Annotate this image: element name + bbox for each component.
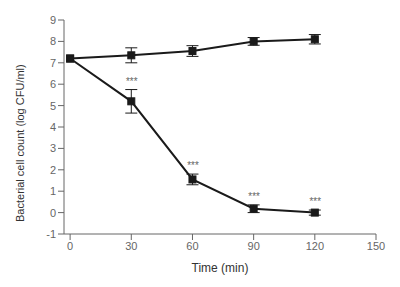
svg-text:9: 9 xyxy=(50,14,56,26)
svg-text:3: 3 xyxy=(50,142,56,154)
svg-text:1: 1 xyxy=(50,185,56,197)
svg-text:7: 7 xyxy=(50,57,56,69)
svg-text:5: 5 xyxy=(50,100,56,112)
svg-text:8: 8 xyxy=(50,35,56,47)
svg-text:30: 30 xyxy=(125,240,137,252)
svg-text:Time (min): Time (min) xyxy=(192,261,249,275)
svg-text:60: 60 xyxy=(186,240,198,252)
svg-text:Bacterial cell count (log CFU/: Bacterial cell count (log CFU/ml) xyxy=(14,64,26,222)
svg-text:-1: -1 xyxy=(46,228,56,240)
svg-text:0: 0 xyxy=(67,240,73,252)
svg-text:0: 0 xyxy=(50,207,56,219)
svg-text:6: 6 xyxy=(50,78,56,90)
svg-text:***: *** xyxy=(125,76,138,87)
svg-text:***: *** xyxy=(187,160,200,171)
svg-text:2: 2 xyxy=(50,164,56,176)
svg-text:120: 120 xyxy=(306,240,324,252)
svg-text:4: 4 xyxy=(50,121,56,133)
svg-text:***: *** xyxy=(309,196,322,207)
svg-text:90: 90 xyxy=(248,240,260,252)
svg-text:150: 150 xyxy=(367,240,385,252)
svg-text:***: *** xyxy=(248,191,261,202)
